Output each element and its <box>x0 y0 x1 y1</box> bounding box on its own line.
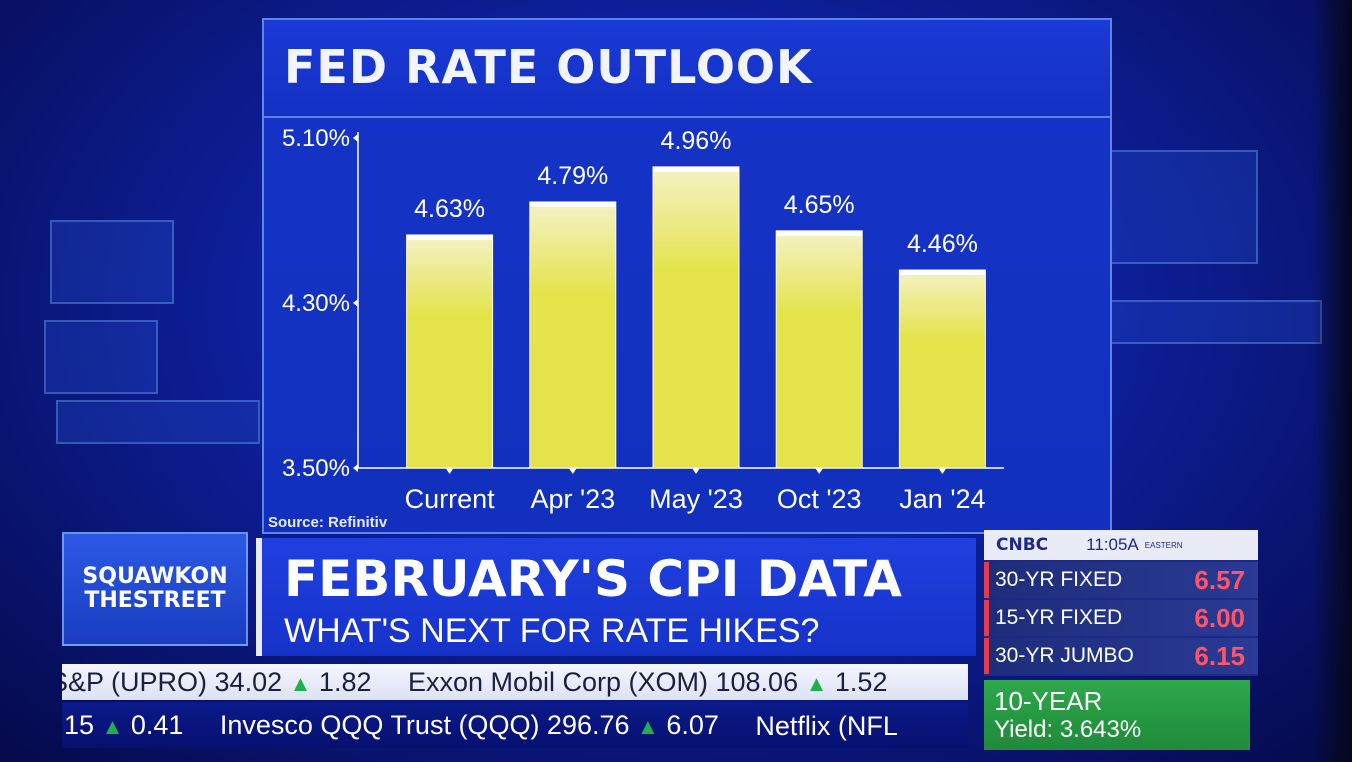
y-tick-label: 4.30% <box>282 290 350 317</box>
x-tick-label: Apr '23 <box>530 484 615 514</box>
ticker-text: S&P (UPRO) 34.02 <box>62 667 283 697</box>
ticker-change: 0.41 <box>130 710 184 740</box>
bar-cap <box>776 230 863 236</box>
ticker-change: 1.82 <box>318 667 372 697</box>
ticker-change: 6.07 <box>666 710 719 740</box>
chart-title-bar: FED RATE OUTLOOK <box>264 20 1110 118</box>
clock: 11:05A <box>1086 535 1139 554</box>
lower-third: FEBRUARY'S CPI DATA WHAT'S NEXT FOR RATE… <box>256 538 976 656</box>
rate-row-15yr-fixed: 15-YR FIXED 6.00 <box>984 600 1258 636</box>
y-tick-mark <box>353 464 358 472</box>
ticker-item: Netflix (NFL <box>755 703 898 748</box>
network-logo: CNBC <box>996 535 1049 555</box>
up-arrow-icon: ▲ <box>101 714 124 739</box>
rate-label: 30-YR FIXED <box>995 568 1123 591</box>
rate-value: 6.57 <box>1194 564 1245 595</box>
studio-panel-right-1 <box>1108 150 1258 264</box>
x-tick-label: Current <box>405 484 496 514</box>
studio-panel-right-2 <box>1108 300 1322 344</box>
x-tick-label: Jan '24 <box>899 484 985 514</box>
chart-panel: FED RATE OUTLOOK 5.10% 4.30% 3.50% 4.63% Cur… <box>262 18 1112 534</box>
studio-panel-left-1 <box>50 220 174 304</box>
rate-value: 6.15 <box>1194 640 1245 671</box>
bar <box>406 234 494 469</box>
timezone-label: EASTERN <box>1144 540 1183 550</box>
ticker-item: Exxon Mobil Corp (XOM) 108.06 ▲ 1.52 <box>408 664 888 700</box>
headline: FEBRUARY'S CPI DATA <box>284 550 902 608</box>
bar-value-label: 4.79% <box>537 162 608 190</box>
ticker-change: 1.52 <box>834 667 888 697</box>
x-tick-label: May '23 <box>649 484 743 514</box>
rate-value: 6.00 <box>1194 602 1245 633</box>
bar-chart: 5.10% 4.30% 3.50% 4.63% Current 4.79% Apr '23 4… <box>282 125 1004 514</box>
rate-row-30yr-jumbo: 30-YR JUMBO 6.15 <box>984 638 1258 674</box>
x-tick-mark <box>568 468 577 474</box>
y-tick-mark <box>353 299 358 307</box>
studio-panel-left-3 <box>56 400 260 444</box>
up-arrow-icon: ▲ <box>289 671 312 696</box>
yield-title: 10-YEAR <box>994 686 1103 716</box>
bar <box>898 269 986 469</box>
up-arrow-icon: ▲ <box>637 714 659 739</box>
studio-panel-left-2 <box>44 320 158 394</box>
tv-bezel-edge <box>1312 0 1352 762</box>
rates-header: CNBC 11:05A EASTERN <box>984 530 1258 560</box>
stock-ticker-bottom: 15 ▲ 0.41 Invesco QQQ Trust (QQQ) 296.76… <box>62 702 968 748</box>
rate-row-30yr-fixed: 30-YR FIXED 6.57 <box>984 562 1258 598</box>
ticker-item: 15 ▲ 0.41 <box>64 702 183 748</box>
bar-value-label: 4.96% <box>661 127 732 155</box>
stock-ticker-top: S&P (UPRO) 34.02 ▲ 1.82 Exxon Mobil Corp… <box>62 664 968 700</box>
ten-year-yield-box: 10-YEAR Yield: 3.643% <box>984 680 1250 750</box>
bar-cap <box>653 166 739 172</box>
bar-value-label: 4.65% <box>784 191 855 219</box>
up-arrow-icon: ▲ <box>805 671 828 696</box>
chart-title: FED RATE OUTLOOK <box>284 40 813 94</box>
show-logo-line1: SQUAWKON <box>82 564 228 589</box>
ticker-item: S&P (UPRO) 34.02 ▲ 1.82 <box>62 664 371 700</box>
bar-cap <box>406 234 493 240</box>
x-tick-mark <box>692 468 700 474</box>
x-tick-mark <box>445 468 454 474</box>
y-tick-label: 3.50% <box>282 455 350 482</box>
rate-label: 15-YR FIXED <box>995 606 1123 629</box>
mortgage-rates-panel: CNBC 11:05A EASTERN 30-YR FIXED 6.57 15-… <box>984 530 1258 676</box>
yield-value: Yield: 3.643% <box>994 716 1142 743</box>
show-logo: SQUAWKON THESTREET <box>62 532 248 646</box>
bar <box>529 201 617 469</box>
y-tick-label: 5.10% <box>282 125 350 152</box>
x-tick-mark <box>938 468 947 474</box>
bar-value-label: 4.63% <box>414 195 485 223</box>
source-label: Source: Refinitiv <box>268 514 388 531</box>
rate-label: 30-YR JUMBO <box>995 644 1134 667</box>
bar <box>775 230 863 469</box>
ticker-text: 15 <box>64 710 95 740</box>
x-tick-mark <box>815 468 824 474</box>
ticker-text: Exxon Mobil Corp (XOM) 108.06 <box>407 667 799 697</box>
ticker-text: Netflix (NFL <box>755 711 898 741</box>
y-tick-mark <box>353 134 358 142</box>
x-tick-label: Oct '23 <box>777 484 862 514</box>
show-logo-line2: THESTREET <box>84 588 226 613</box>
subheadline: WHAT'S NEXT FOR RATE HIKES? <box>284 612 820 650</box>
bar-value-label: 4.46% <box>907 230 978 258</box>
ticker-item: Invesco QQQ Trust (QQQ) 296.76 ▲ 6.07 <box>220 702 719 748</box>
bar-cap <box>529 201 616 207</box>
ticker-text: Invesco QQQ Trust (QQQ) 296.76 <box>219 710 630 740</box>
bar-cap <box>899 270 986 275</box>
bar <box>652 166 740 469</box>
